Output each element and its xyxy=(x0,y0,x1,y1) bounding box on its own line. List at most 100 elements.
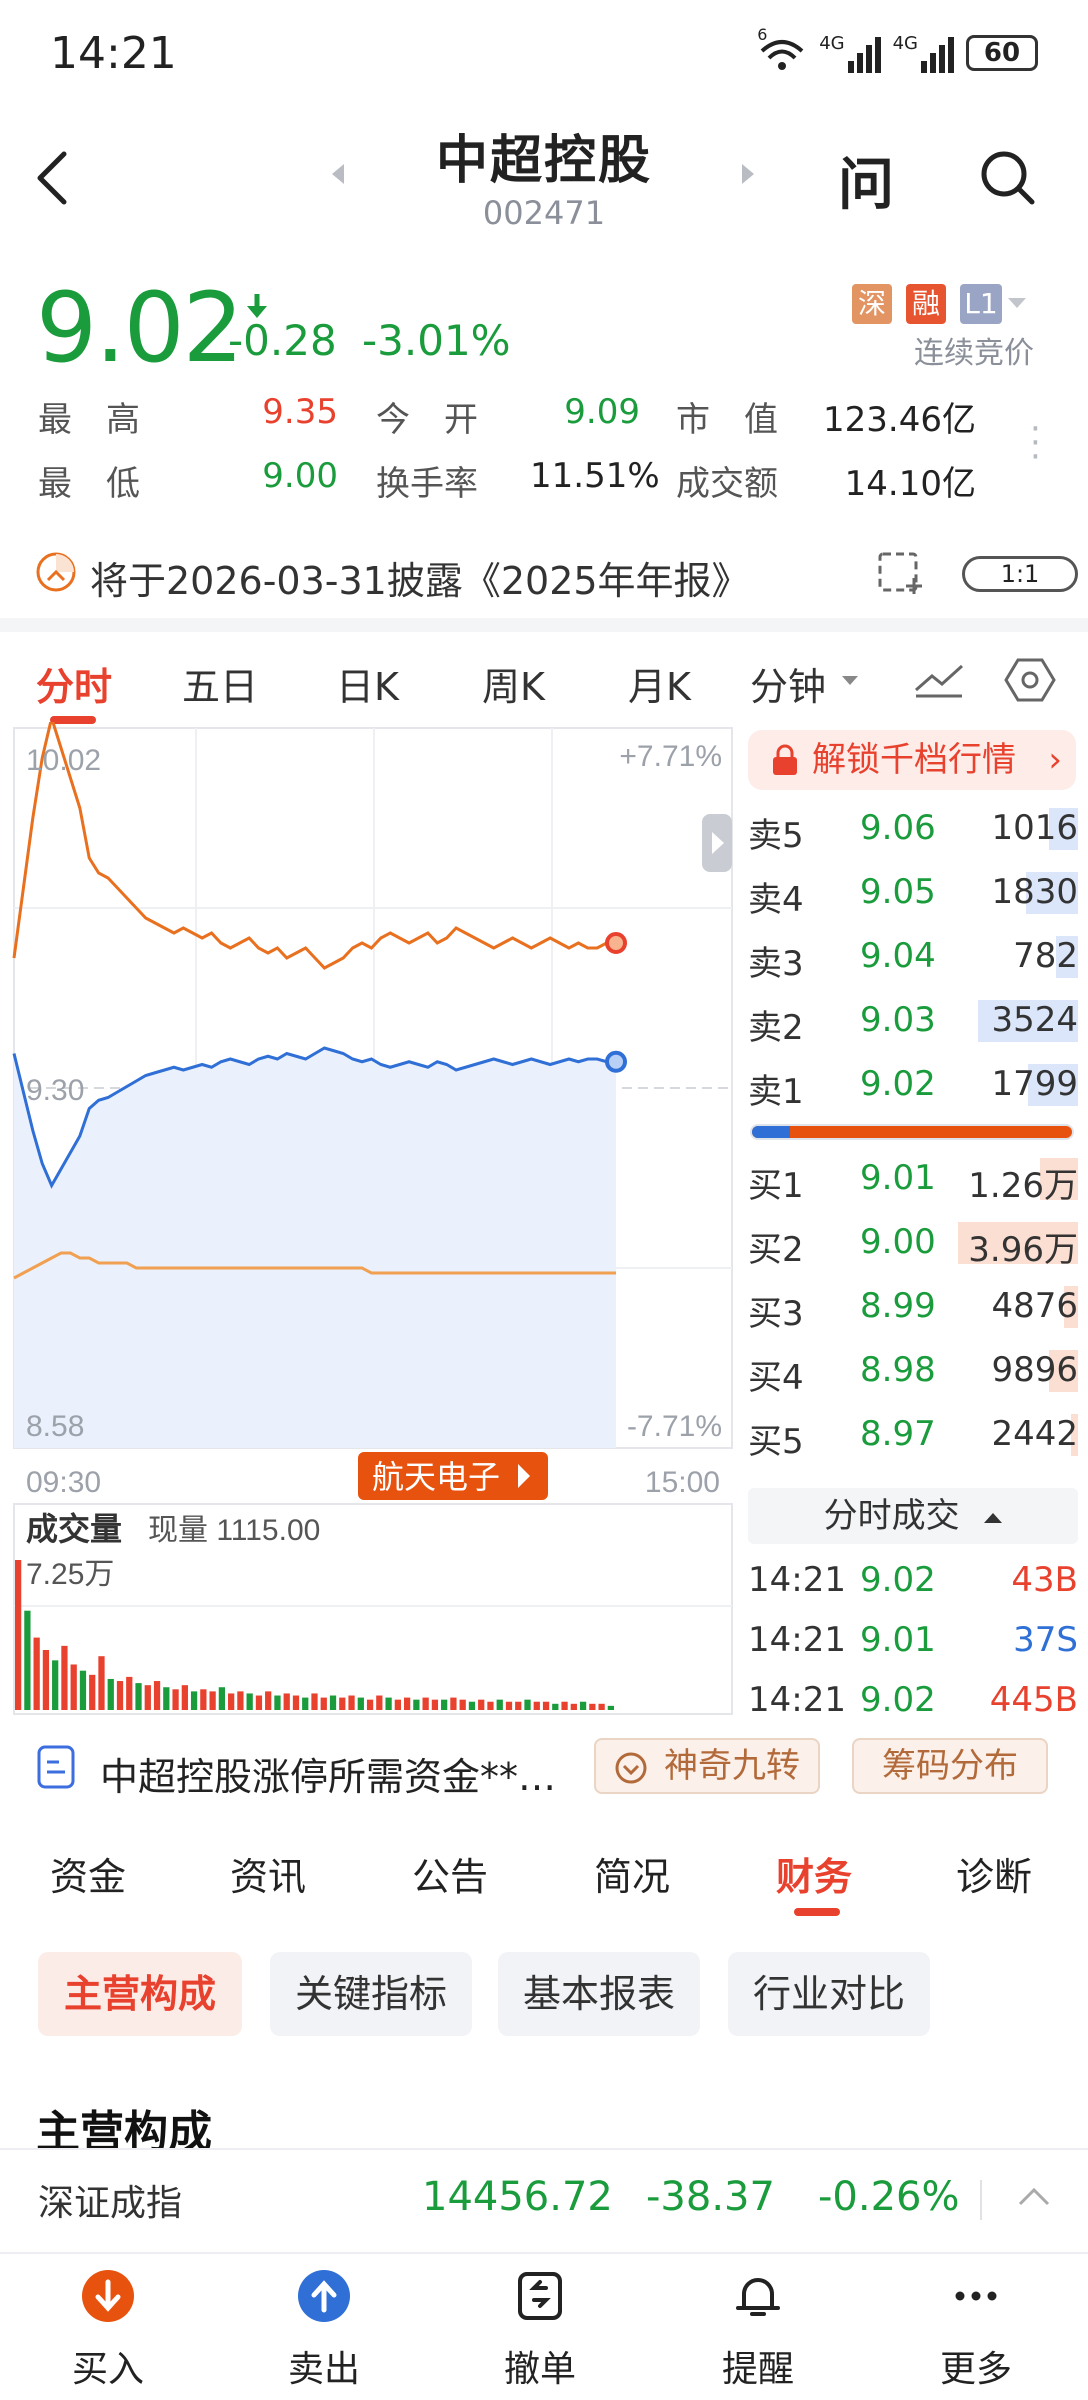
index-separator xyxy=(980,2180,982,2220)
nav-buy-button[interactable]: 买入 xyxy=(28,2268,188,2392)
nav-more-button[interactable]: 更多 xyxy=(896,2268,1056,2392)
unlock-depth-button[interactable]: 解锁千档行情 › xyxy=(748,730,1076,790)
more-dots-icon[interactable]: · · · xyxy=(1030,409,1041,477)
section-tab[interactable]: 资金 xyxy=(50,1855,127,1899)
limit-up-fund-text[interactable]: 中超控股涨停所需资金**… xyxy=(100,1755,557,1799)
price-line xyxy=(12,722,616,970)
volume-bar xyxy=(311,1693,318,1710)
subtab-basic-reports[interactable]: 基本报表 xyxy=(498,1952,700,2036)
section-tab[interactable]: 财务 xyxy=(776,1855,853,1899)
check-circle-icon xyxy=(615,1752,647,1784)
chart-tab[interactable]: 月K xyxy=(628,665,691,709)
ask-volume: 1016 xyxy=(991,808,1078,848)
quote-value: 9.09 xyxy=(564,392,640,432)
volume-bar xyxy=(144,1685,151,1710)
bid-row[interactable]: 买4 8.98 9896 xyxy=(748,1344,1078,1398)
volume-bar xyxy=(459,1699,466,1710)
section-tab[interactable]: 诊断 xyxy=(956,1855,1033,1899)
ask-row[interactable]: 卖2 9.03 3524 xyxy=(748,994,1078,1048)
caret-up-icon xyxy=(984,1512,1003,1523)
index-value: 14456.72 xyxy=(422,2174,613,2220)
bid-row[interactable]: 买2 9.00 3.96万 xyxy=(748,1216,1078,1270)
chevron-up-icon[interactable] xyxy=(1016,2184,1052,2212)
volume-bar xyxy=(116,1681,124,1710)
ask-button[interactable]: 问 xyxy=(838,153,894,218)
volume-bar xyxy=(181,1685,188,1710)
ask-label: 卖1 xyxy=(748,1072,804,1112)
volume-bar xyxy=(329,1695,337,1710)
tag-level[interactable]: L1 xyxy=(960,284,1002,324)
chart-tab[interactable]: 五日 xyxy=(182,665,259,709)
section-tab[interactable]: 资讯 xyxy=(230,1855,307,1899)
chart-tab[interactable]: 分钟 xyxy=(750,665,827,709)
volume-bar xyxy=(422,1697,429,1710)
volume-bar xyxy=(255,1695,263,1710)
chip-distribution-button[interactable]: 筹码分布 xyxy=(852,1738,1048,1794)
volume-bar xyxy=(385,1697,392,1710)
bid-row[interactable]: 买1 9.01 1.26万 xyxy=(748,1152,1078,1206)
ticks-title-button[interactable]: 分时成交 xyxy=(748,1488,1078,1544)
index-ticker[interactable] xyxy=(0,2148,1088,2252)
ask-row[interactable]: 卖3 9.04 782 xyxy=(748,930,1078,984)
chart-settings-icon[interactable] xyxy=(1004,654,1056,710)
volume-bar xyxy=(237,1691,244,1710)
quote-label: 今 开 xyxy=(376,400,478,440)
volume-bar xyxy=(561,1701,568,1710)
prev-stock-arrow-icon[interactable] xyxy=(332,164,344,184)
ask-price: 9.05 xyxy=(860,872,936,912)
chart-tab[interactable]: 周K xyxy=(482,665,545,709)
bid-row[interactable]: 买3 8.99 4876 xyxy=(748,1280,1078,1334)
tick-volume: 445B xyxy=(989,1680,1078,1720)
bid-label: 买2 xyxy=(748,1230,804,1270)
price-endpoint xyxy=(605,932,627,954)
report-notice-icon xyxy=(34,550,78,598)
intraday-chart[interactable]: 10.02 9.30 8.58 +7.71% -7.71% 09:30 15:0… xyxy=(0,722,740,1720)
document-icon xyxy=(36,1744,76,1794)
sector-tag[interactable] xyxy=(358,1452,548,1500)
ask-label: 卖5 xyxy=(748,816,804,856)
search-icon[interactable] xyxy=(976,146,1040,214)
section-tab[interactable]: 公告 xyxy=(412,1855,489,1899)
ask-label: 卖3 xyxy=(748,944,804,984)
bell-icon xyxy=(678,2268,838,2328)
add-card-icon[interactable] xyxy=(876,548,926,600)
ask-volume-bar xyxy=(1049,808,1078,850)
nav-alert-button[interactable]: 提醒 xyxy=(678,2268,838,2392)
volume-bar xyxy=(570,1703,577,1710)
subtab-key-indicators[interactable]: 关键指标 xyxy=(270,1952,472,2036)
chart-tab[interactable]: 分时 xyxy=(36,665,113,709)
time-end-label: 15:00 xyxy=(645,1466,720,1499)
next-stock-arrow-icon[interactable] xyxy=(742,164,754,184)
section-tab[interactable]: 简况 xyxy=(594,1855,671,1899)
report-notice-text[interactable]: 将于2026-03-31披露《2025年年报》 xyxy=(90,559,750,603)
volume-bar xyxy=(394,1699,401,1710)
volume-bar xyxy=(283,1693,290,1710)
ask-row[interactable]: 卖5 9.06 1016 xyxy=(748,802,1078,856)
bid-row[interactable]: 买5 8.97 2442 xyxy=(748,1408,1078,1462)
y-top-label: 10.02 xyxy=(26,744,101,777)
ask-row[interactable]: 卖4 9.05 1830 xyxy=(748,866,1078,920)
volume-bar xyxy=(589,1703,596,1710)
price-change: -0.28 xyxy=(228,316,337,365)
ask-row[interactable]: 卖1 9.02 1799 xyxy=(748,1058,1078,1112)
back-icon[interactable] xyxy=(32,148,72,208)
ratio-pill[interactable]: 1:1 xyxy=(962,556,1078,592)
volume-bar xyxy=(598,1703,605,1710)
volume-bar xyxy=(487,1701,494,1710)
volume-bar xyxy=(468,1701,476,1710)
chart-tab[interactable]: 日K xyxy=(336,665,399,709)
bid-volume-bar xyxy=(1070,1414,1078,1456)
nav-sell-button[interactable]: 卖出 xyxy=(244,2268,404,2392)
volume-bar xyxy=(246,1693,253,1710)
volume-bar xyxy=(302,1697,309,1710)
drawing-tool-icon[interactable] xyxy=(912,660,966,704)
subtab-industry-compare[interactable]: 行业对比 xyxy=(728,1952,930,2036)
volume-bar xyxy=(70,1664,77,1710)
level-caret-icon[interactable] xyxy=(1008,298,1026,308)
nav-cancel-button[interactable]: 撤单 xyxy=(460,2268,620,2392)
bid-price: 9.01 xyxy=(860,1158,936,1198)
tab-minute-caret-icon[interactable] xyxy=(842,676,858,685)
bid-label: 买4 xyxy=(748,1358,804,1398)
subtab-main-business[interactable]: 主营构成 xyxy=(38,1952,242,2036)
magic-nine-button[interactable]: 神奇九转 xyxy=(594,1738,820,1794)
